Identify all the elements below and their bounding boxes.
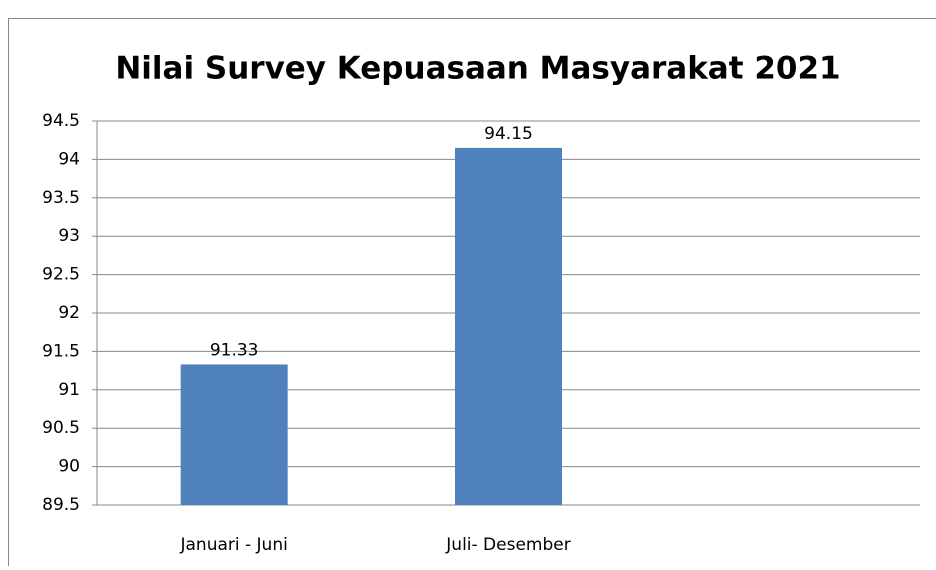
y-tick-label: 92	[58, 303, 80, 323]
y-tick-label: 93	[58, 226, 80, 246]
chart-title: Nilai Survey Kepuasaan Masyarakat 2021	[115, 51, 840, 87]
y-tick-label: 92.5	[42, 265, 80, 285]
x-tick-label: Juli- Desember	[445, 535, 570, 555]
bar	[181, 364, 288, 505]
y-tick-label: 91	[58, 380, 80, 400]
y-tick-label: 94.5	[42, 111, 80, 131]
y-tick-label: 93.5	[42, 188, 80, 208]
y-tick-label: 94	[58, 149, 80, 169]
x-tick-label: Januari - Juni	[179, 535, 287, 555]
y-tick-label: 90	[58, 457, 80, 477]
bar	[455, 148, 562, 505]
y-tick-label: 91.5	[42, 341, 80, 361]
y-tick-label: 89.5	[42, 495, 80, 515]
data-label: 94.15	[484, 124, 533, 144]
data-label: 91.33	[210, 340, 259, 360]
y-tick-label: 90.5	[42, 418, 80, 438]
